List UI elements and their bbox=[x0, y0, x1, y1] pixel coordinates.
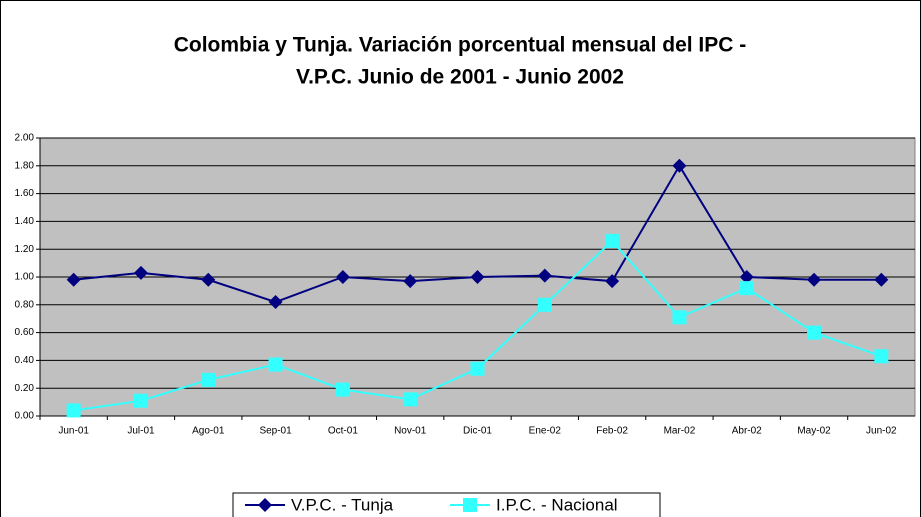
x-tick-label: May-02 bbox=[797, 426, 831, 437]
point bbox=[605, 274, 620, 289]
legend-box bbox=[232, 492, 661, 517]
point bbox=[739, 270, 754, 284]
chart-title: Colombia y Tunja. Variación porcentual m… bbox=[174, 34, 747, 57]
point bbox=[537, 297, 552, 312]
point bbox=[268, 357, 283, 372]
point bbox=[133, 265, 148, 280]
x-tick-label: Dic-01 bbox=[463, 426, 492, 437]
chart-title: V.P.C. Junio de 2001 - Junio 2002 bbox=[296, 66, 624, 89]
y-tick-label: 0.60 bbox=[15, 327, 35, 338]
point bbox=[403, 392, 418, 407]
point bbox=[258, 498, 272, 512]
point bbox=[874, 272, 889, 287]
legend-label: I.P.C. - Nacional bbox=[496, 495, 618, 514]
x-tick-label: Jul-01 bbox=[127, 426, 155, 437]
x-tick-label: Abr-02 bbox=[732, 426, 762, 437]
point bbox=[672, 310, 687, 325]
point bbox=[463, 498, 477, 512]
point bbox=[807, 272, 822, 287]
point bbox=[807, 325, 822, 340]
point bbox=[133, 393, 148, 408]
x-tick-label: Ago-01 bbox=[192, 426, 225, 437]
point bbox=[672, 158, 687, 173]
point bbox=[66, 272, 81, 287]
y-tick-label: 1.40 bbox=[15, 216, 35, 227]
point bbox=[335, 382, 350, 397]
x-tick-label: Mar-02 bbox=[664, 426, 696, 437]
x-tick-label: Nov-01 bbox=[394, 426, 427, 437]
point bbox=[470, 270, 485, 284]
x-tick-label: Jun-01 bbox=[58, 426, 89, 437]
y-tick-label: 2.00 bbox=[15, 133, 35, 144]
point bbox=[66, 403, 81, 418]
y-tick-label: 1.20 bbox=[15, 244, 35, 255]
point bbox=[874, 349, 889, 364]
y-tick-label: 0.40 bbox=[15, 355, 35, 366]
point bbox=[403, 274, 418, 289]
point bbox=[537, 268, 552, 283]
y-tick-label: 1.60 bbox=[15, 188, 35, 199]
x-tick-label: Jun-02 bbox=[866, 426, 897, 437]
y-tick-label: 0.20 bbox=[15, 383, 35, 394]
x-tick-label: Sep-01 bbox=[259, 426, 292, 437]
y-tick-label: 0.00 bbox=[15, 411, 35, 422]
point bbox=[739, 281, 754, 296]
point bbox=[268, 295, 283, 310]
point bbox=[201, 272, 216, 287]
x-tick-label: Oct-01 bbox=[328, 426, 358, 437]
y-tick-label: 1.00 bbox=[15, 272, 35, 283]
x-tick-label: Feb-02 bbox=[596, 426, 628, 437]
y-tick-label: 1.80 bbox=[15, 160, 35, 171]
point bbox=[605, 233, 620, 248]
y-tick-label: 0.80 bbox=[15, 299, 35, 310]
point bbox=[335, 270, 350, 284]
point bbox=[470, 361, 485, 376]
legend-label: V.P.C. - Tunja bbox=[291, 495, 394, 514]
x-tick-label: Ene-02 bbox=[529, 426, 562, 437]
point bbox=[201, 372, 216, 387]
